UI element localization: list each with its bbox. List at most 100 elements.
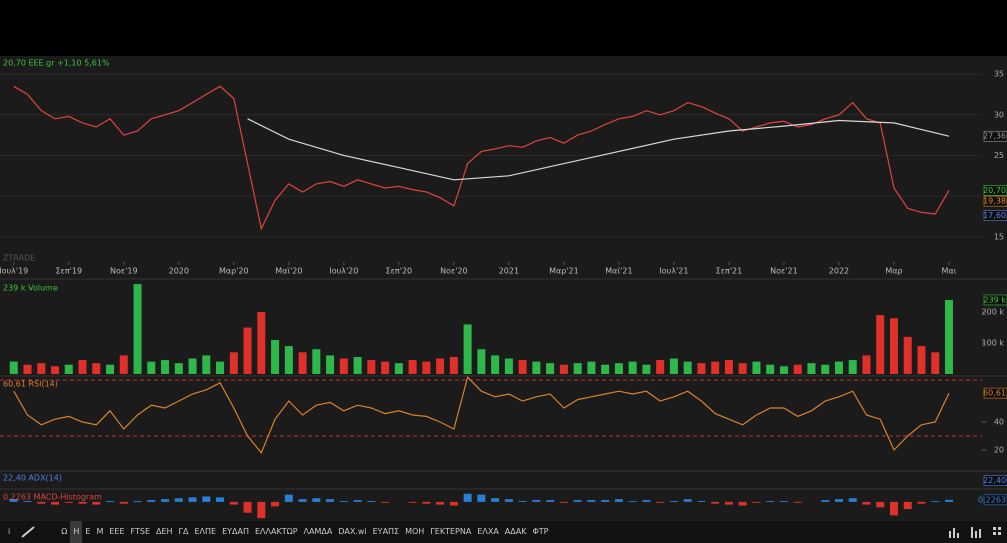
bar xyxy=(51,366,60,374)
bar xyxy=(188,497,197,502)
bar xyxy=(436,358,445,374)
y-tick-label: 15 xyxy=(994,232,1004,241)
last-value-box xyxy=(983,185,1007,196)
bar xyxy=(669,500,678,502)
bar xyxy=(436,501,445,505)
bar xyxy=(78,501,87,504)
bar xyxy=(573,363,582,374)
y-tick-label: 35 xyxy=(994,70,1004,79)
toolbar-item[interactable]: FTSE xyxy=(130,527,150,536)
bar xyxy=(339,500,348,502)
bar xyxy=(518,500,527,502)
last-value-label: 17,60 xyxy=(983,211,1006,220)
bar xyxy=(367,360,376,374)
bar xyxy=(697,500,706,502)
bar xyxy=(202,355,211,374)
x-tick-label: Μαρ'20 xyxy=(219,267,249,276)
bar xyxy=(174,363,183,374)
bar xyxy=(92,363,101,374)
toolbar-item[interactable]: ΔΕΗ xyxy=(156,527,173,536)
bar xyxy=(216,361,225,374)
bar xyxy=(92,501,101,505)
toolbar-item[interactable]: Η xyxy=(70,521,83,543)
pencil-icon[interactable] xyxy=(18,525,40,539)
bar xyxy=(284,494,293,502)
toolbar-item[interactable]: ΕΛΧΑ xyxy=(477,527,499,536)
toolbar-item[interactable]: ΦΤΡ xyxy=(532,527,549,536)
x-tick-label: Ιουλ'21 xyxy=(659,267,688,276)
bar xyxy=(257,501,266,519)
y-tick-label: 25 xyxy=(994,151,1004,160)
bar xyxy=(408,360,417,374)
watermark: ZTRADE xyxy=(3,254,35,263)
bar xyxy=(9,361,18,374)
bar xyxy=(271,339,280,374)
x-tick-label: 2020 xyxy=(169,267,189,276)
bar xyxy=(504,499,513,502)
x-tick-label: Νοε'19 xyxy=(110,267,138,276)
panel-title: 239 k Volume xyxy=(3,284,58,293)
toolbar-item[interactable]: ΕΥΑΠΣ xyxy=(372,527,400,536)
x-tick-label: Μαρ xyxy=(885,267,902,276)
bar xyxy=(188,358,197,374)
info-icon[interactable]: i xyxy=(8,527,11,536)
toolbar-item[interactable]: DAX.wi xyxy=(338,527,367,536)
bar xyxy=(711,361,720,374)
toolbar-item[interactable]: ΕΛΠΕ xyxy=(194,527,217,536)
y-tick-label: 40 xyxy=(994,417,1004,426)
series-line xyxy=(13,376,950,454)
bar xyxy=(628,361,637,374)
bar xyxy=(793,364,802,374)
toolbar-items: Ω Η Ε Μ ΕΕΕ FTSE ΔΕΗ ΓΔ ΕΛΠΕ ΕΥΔΑΠ ΕΛΛΑΚΤΩΡ ΛΑΜΔΑ DA… xyxy=(58,521,551,543)
bar xyxy=(532,500,541,502)
toolbar-item[interactable]: Ω xyxy=(61,527,68,536)
panel-title: 0,2263 MACD-Histogram xyxy=(3,493,102,502)
bar xyxy=(312,349,321,374)
bar xyxy=(724,501,733,505)
last-value-label: 239 k xyxy=(984,295,1007,304)
toolbar-item[interactable]: Μ xyxy=(96,527,104,536)
bar xyxy=(257,312,266,374)
toolbar-item[interactable]: ΓΔ xyxy=(178,527,189,536)
x-tick-label: 2022 xyxy=(829,267,849,276)
toolbar-item[interactable]: ΛΑΜΔΑ xyxy=(303,527,333,536)
bar xyxy=(394,363,403,374)
bar xyxy=(326,499,335,502)
bar xyxy=(449,356,458,374)
bar xyxy=(573,500,582,502)
last-value-box xyxy=(983,130,1007,142)
bar xyxy=(381,501,390,503)
toolbar: i Ω Η Ε Μ ΕΕΕ FTSE ΔΕΗ ΓΔ ΕΛΠΕ ΕΥΔΑΠ ΕΛΛΑΚΤΩΡ ΛΑΜΔΑ… xyxy=(0,521,1007,543)
bar xyxy=(477,349,486,374)
bar xyxy=(491,498,500,502)
toolbar-item[interactable]: ΕΥΔΑΠ xyxy=(222,527,249,536)
bar xyxy=(628,500,637,502)
bar xyxy=(284,346,293,374)
toolbar-item[interactable]: Ε xyxy=(85,527,91,536)
bar xyxy=(491,355,500,374)
toolbar-item[interactable]: ΜΟΗ xyxy=(405,527,425,536)
bar xyxy=(876,501,885,508)
toolbar-item[interactable]: ΑΔΑΚ xyxy=(504,527,527,536)
bar xyxy=(889,318,898,374)
bar xyxy=(449,501,458,506)
bar xyxy=(229,352,238,374)
toolbar-item[interactable]: ΕΛΛΑΚΤΩΡ xyxy=(255,527,298,536)
toolbar-item[interactable]: ΕΕΕ xyxy=(109,527,125,536)
bar xyxy=(669,358,678,374)
last-value-label: 60,61 xyxy=(983,389,1006,398)
panel-title: 60,61 RSI(14) xyxy=(3,380,58,389)
bar xyxy=(944,499,953,502)
bar xyxy=(876,315,885,374)
bar xyxy=(133,284,142,374)
bar xyxy=(587,361,596,374)
toolbar-item[interactable]: ΓΕΚΤΕΡΝΑ xyxy=(430,527,472,536)
bar xyxy=(683,361,692,374)
bar xyxy=(422,501,431,504)
bar xyxy=(601,364,610,374)
bar xyxy=(821,364,830,374)
bar xyxy=(793,501,802,503)
bar xyxy=(339,358,348,374)
chart-icons[interactable] xyxy=(947,525,1007,539)
